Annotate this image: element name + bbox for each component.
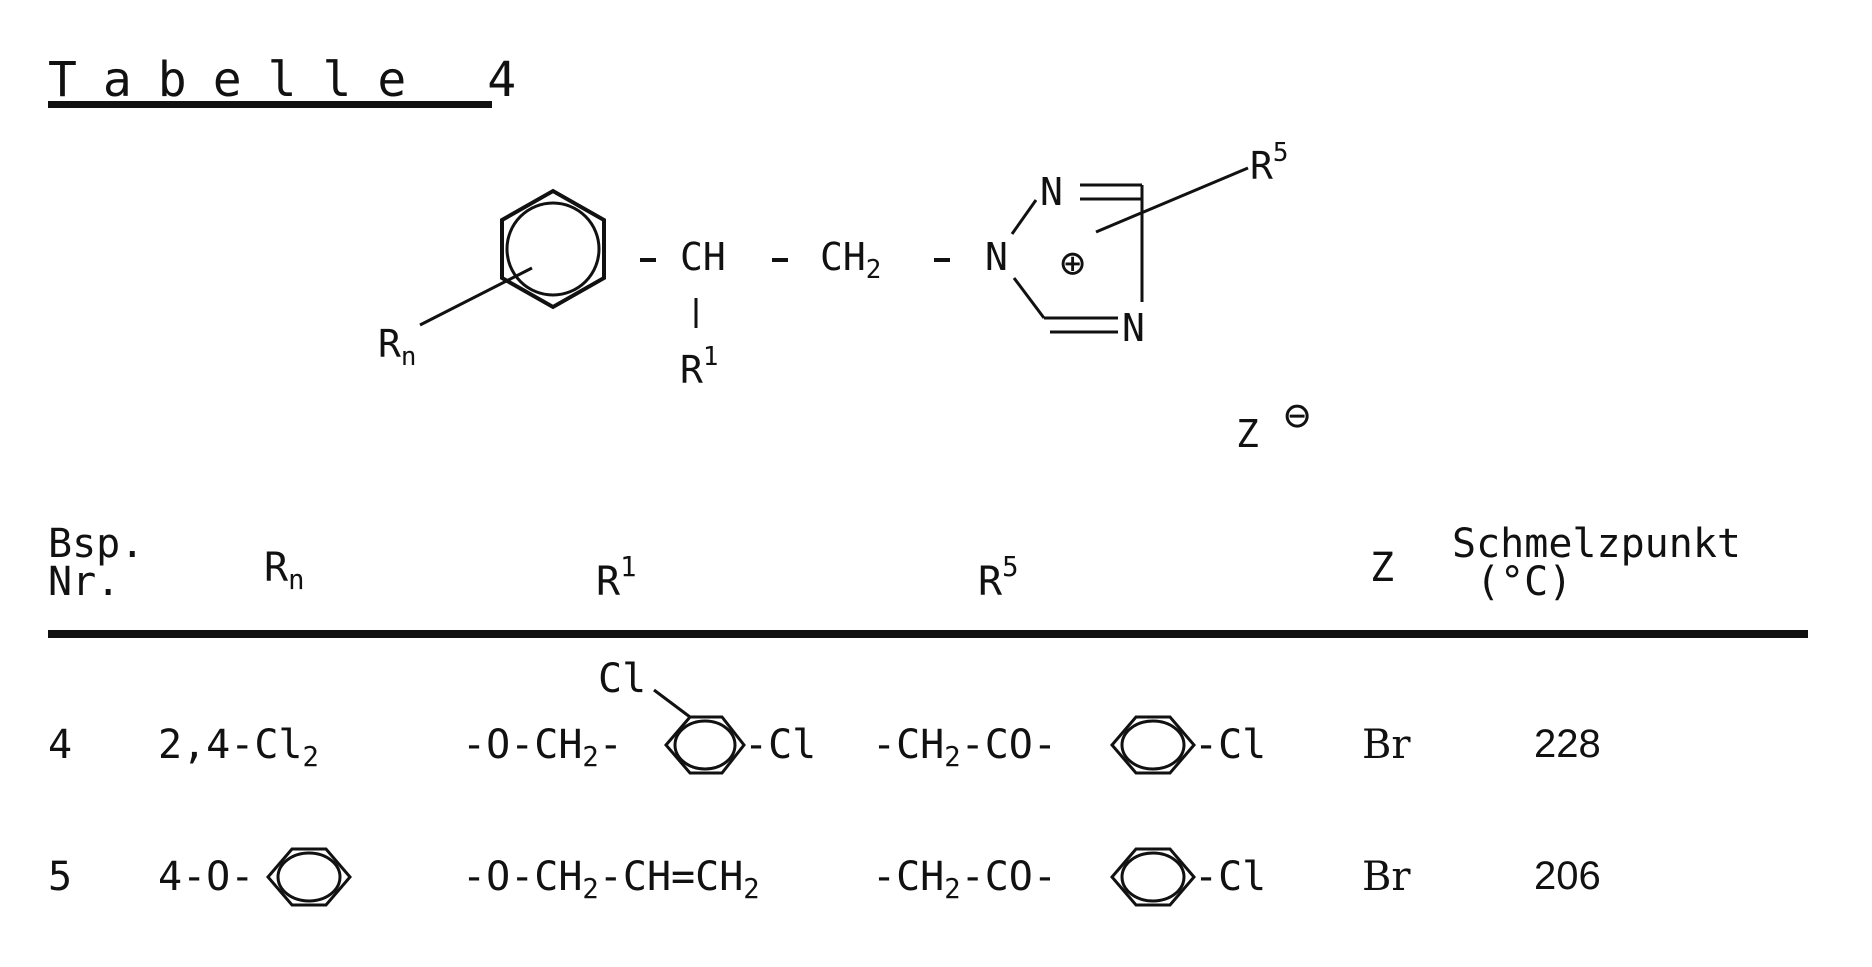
header-bsp-line1: Bsp. (48, 521, 145, 567)
rn-label: Rn (378, 322, 417, 372)
row5-r1: -O-CH2-CH=CH2 (462, 854, 760, 906)
ring-bond-n1-c5 (1012, 277, 1046, 319)
title-underline (48, 101, 492, 108)
header-r1: R1 (596, 552, 637, 606)
rn-phenoxy-ring (266, 847, 352, 907)
row5-z: Br (1362, 854, 1411, 900)
header-bsp-line2: Nr. (48, 559, 121, 605)
z-label: Z (1236, 412, 1259, 456)
plus-charge-icon: ⊕ (1060, 238, 1086, 287)
r5-ring-circle-row5 (1120, 851, 1186, 903)
rn-phenoxy-ring-circle (276, 851, 342, 903)
benzene-ring-inner-circle (505, 201, 601, 297)
r1-ring-circle (673, 719, 737, 771)
n4-label: N (1122, 306, 1145, 350)
row4-r5-cl: -Cl (1194, 722, 1267, 768)
ch-label: CH (680, 235, 726, 279)
n1-label: N (985, 235, 1008, 279)
row4-r1-prefix: -O-CH2- (462, 722, 623, 774)
header-melting-point-line1: Schmelzpunkt (1452, 521, 1741, 567)
row5-rn: 4-O- (158, 854, 255, 900)
header-melting-point-line2: (°C) (1476, 559, 1573, 605)
n2-label: N (1040, 170, 1063, 214)
row4-z: Br (1362, 722, 1411, 768)
header-z: Z (1370, 545, 1395, 591)
row5-nr: 5 (48, 854, 73, 900)
row4-r1-cl-top: Cl (598, 656, 647, 702)
r5-chlorophenyl-ring-row4 (1110, 715, 1196, 775)
header-rn: Rn (264, 545, 305, 597)
ring-bond-n1-n2 (1010, 199, 1038, 235)
r1-cl-bond (653, 688, 691, 719)
table-title: Tabelle 4 (48, 52, 543, 108)
r5-bond (1095, 166, 1249, 234)
rn-bond (419, 266, 533, 327)
row5-melting-point: 206 (1534, 854, 1601, 898)
benzene-ring (500, 188, 606, 310)
row4-r5-prefix: -CH2-CO- (872, 722, 1057, 774)
row5-r5-prefix: -CH2-CO- (872, 854, 1057, 906)
row5-r5-cl: -Cl (1194, 854, 1267, 900)
r5-ring-circle-row4 (1120, 719, 1186, 771)
row4-melting-point: 228 (1534, 722, 1601, 766)
r5-label: R5 (1250, 138, 1289, 189)
minus-charge-icon: ⊖ (1284, 390, 1311, 441)
row4-r1-cl-right: -Cl (744, 722, 817, 768)
r1-dichlorophenyl-ring (664, 715, 746, 775)
ch2-label: CH2 (820, 235, 882, 285)
row4-rn: 2,4-Cl2 (158, 722, 319, 774)
header-rule (48, 630, 1808, 638)
header-r5: R5 (978, 552, 1019, 606)
r1-label: R1 (680, 342, 719, 393)
row4-nr: 4 (48, 722, 73, 768)
r5-chlorophenyl-ring-row5 (1110, 847, 1196, 907)
